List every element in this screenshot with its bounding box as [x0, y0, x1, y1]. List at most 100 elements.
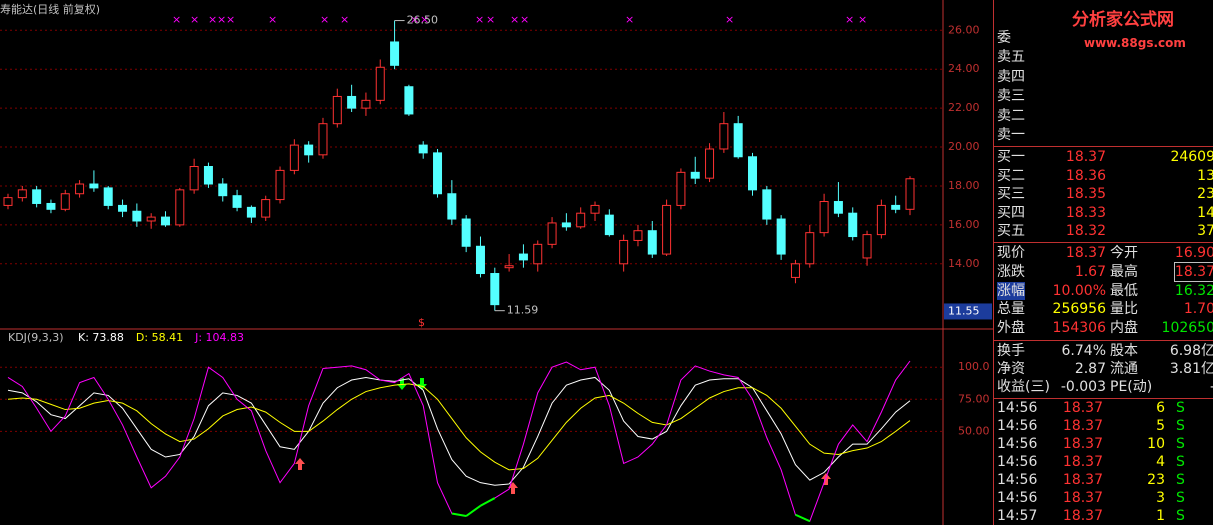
- svg-text:×: ×: [172, 13, 181, 26]
- candle-body: [218, 183, 228, 197]
- candle-body: [32, 189, 42, 204]
- panel-cell: 净资: [997, 361, 1025, 378]
- candle-body: [175, 189, 185, 226]
- svg-text:×: ×: [475, 13, 484, 26]
- candle-body: [318, 123, 328, 156]
- panel-cell: 总量: [997, 301, 1025, 318]
- candle-body: [547, 222, 557, 245]
- panel-cell: 14:56: [997, 472, 1038, 488]
- candle-body: [275, 169, 285, 201]
- candle-body: [676, 171, 686, 206]
- candle-body: [203, 166, 213, 185]
- panel-cell: 14:56: [997, 454, 1038, 470]
- candle-body: [905, 178, 915, 210]
- panel-cell: S: [1176, 472, 1185, 488]
- candle-body: [662, 204, 672, 255]
- panel-cell: 18.37: [1173, 261, 1213, 282]
- panel-cell: 23: [1197, 186, 1213, 203]
- panel-cell: 18.37: [1062, 454, 1103, 470]
- candle-body: [60, 193, 70, 210]
- candle-body: [490, 273, 500, 306]
- candle-body: [504, 265, 514, 269]
- svg-text:×: ×: [725, 13, 734, 26]
- candle-body: [790, 263, 800, 278]
- panel-cell: 2.87: [1074, 361, 1106, 378]
- candle-body: [118, 204, 128, 212]
- panel-cell: 37: [1197, 223, 1213, 240]
- candle-body: [805, 232, 815, 265]
- candle-body: [619, 239, 629, 265]
- indicator-line: [7, 360, 911, 522]
- crosshair-box: [944, 303, 992, 320]
- candle-body: [705, 148, 715, 179]
- panel-cell: 18.37: [1062, 400, 1103, 416]
- candle-body: [518, 253, 528, 261]
- chart-title: 寿能达(日线 前复权): [0, 2, 100, 16]
- panel-cell: 18.36: [1065, 167, 1106, 184]
- panel-cell: 10.00%: [1052, 282, 1106, 299]
- panel-cell: 6.74%: [1061, 343, 1106, 359]
- panel-cell: S: [1176, 436, 1185, 452]
- panel-cell: 102650: [1161, 320, 1213, 337]
- panel-cell: PE(动): [1110, 379, 1153, 396]
- y-tick-label: 24.00: [948, 62, 980, 75]
- panel-cell: S: [1176, 454, 1185, 470]
- separator: [994, 398, 1213, 399]
- candle-body: [475, 245, 485, 275]
- annotation: 11.59: [507, 304, 539, 317]
- panel-cell: 买四: [997, 204, 1025, 221]
- candle-body: [261, 199, 271, 218]
- candle-body: [189, 166, 199, 191]
- svg-text:×: ×: [625, 13, 634, 26]
- panel-cell: -0.003: [1060, 379, 1106, 396]
- legend-entry: D: 58.41: [136, 331, 183, 344]
- candle-body: [75, 183, 85, 195]
- panel-cell: 18.37: [1062, 418, 1103, 434]
- candle-body: [533, 243, 543, 265]
- candle-body: [891, 204, 901, 210]
- panel-cell: 18.37: [1065, 149, 1106, 165]
- candle-body: [848, 212, 858, 238]
- y-tick-label: 20.00: [948, 140, 980, 153]
- panel-cell: 256956: [1052, 301, 1106, 318]
- candle-body: [748, 156, 758, 191]
- svg-text:×: ×: [226, 13, 235, 26]
- candle-body: [862, 234, 872, 259]
- candle-body: [733, 123, 743, 158]
- candle-body: [647, 230, 657, 255]
- y-tick-label: 26.00: [948, 23, 980, 36]
- svg-text:×: ×: [845, 13, 854, 26]
- indicator-title: KDJ(9,3,3): [8, 331, 64, 344]
- panel-cell: 18.37: [1062, 490, 1103, 506]
- y-tick-label: 75.00: [958, 392, 990, 405]
- candle-body: [561, 222, 571, 228]
- svg-text:×: ×: [190, 13, 199, 26]
- candle-body: [461, 218, 471, 247]
- candle-body: [418, 144, 428, 154]
- separator: [994, 340, 1213, 341]
- candle-body: [304, 144, 314, 156]
- candle-body: [146, 216, 156, 222]
- panel-cell: 卖四: [997, 68, 1025, 85]
- panel-cell: 23: [1147, 472, 1165, 488]
- below-zero-segment: [451, 512, 467, 518]
- quote-panel: 分析家公式网 www.88gs.com 委卖五 卖四 卖三 卖二 卖一 买一 18.37 2460…: [993, 0, 1213, 525]
- panel-cell: 涨幅: [997, 281, 1025, 300]
- panel-cell: 14:56: [997, 436, 1038, 452]
- candle-body: [46, 202, 56, 210]
- candle-body: [289, 144, 299, 171]
- candle-body: [103, 187, 113, 206]
- candle-body: [347, 95, 357, 109]
- svg-text:×: ×: [858, 13, 867, 26]
- panel-cell: 买三: [997, 186, 1025, 203]
- panel-cell: 换手: [997, 343, 1025, 359]
- panel-cell: 18.37: [1065, 245, 1106, 261]
- y-tick-label: 16.00: [948, 218, 980, 231]
- panel-cell: 3: [1156, 490, 1165, 506]
- panel-cell: S: [1176, 400, 1185, 416]
- panel-cell: 14:56: [997, 400, 1038, 416]
- candle-body: [690, 171, 700, 179]
- below-zero-segment: [465, 504, 482, 517]
- crosshair-label: 11.55: [948, 304, 980, 317]
- panel-cell: 16.32: [1174, 282, 1213, 299]
